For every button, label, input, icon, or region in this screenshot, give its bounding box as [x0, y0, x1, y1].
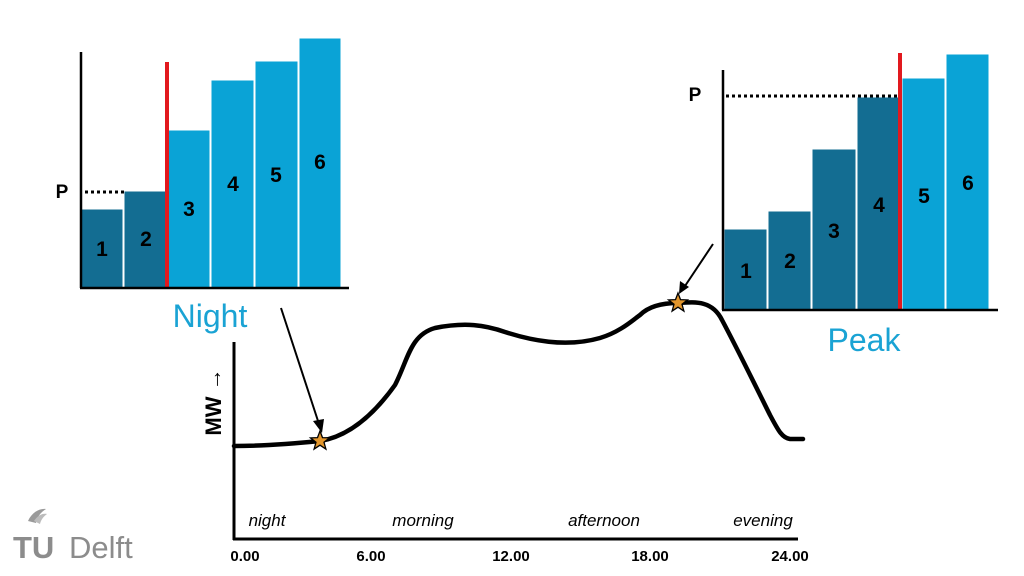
period-label-afternoon: afternoon	[568, 511, 640, 530]
night-bar-1	[79, 208, 124, 289]
x-tick-24: 24.00	[771, 548, 809, 565]
night-pointer-arrowhead	[313, 419, 324, 433]
night-bar-6	[298, 37, 342, 289]
peak-bar-label-3: 3	[828, 220, 840, 243]
night-marker-star	[308, 429, 332, 451]
night-bar-3	[167, 129, 211, 289]
peak-marker-star	[666, 291, 690, 313]
night-pointer-arrow	[280, 307, 320, 425]
night-bar-label-6: 6	[314, 151, 326, 174]
peak-price-label: P	[689, 85, 702, 106]
night-bar-4	[210, 79, 255, 289]
night-bar-2	[123, 190, 168, 289]
night-title: Night	[173, 298, 248, 334]
peak-bar-1	[723, 228, 768, 311]
period-label-morning: morning	[392, 511, 454, 530]
night-bar-label-1: 1	[96, 238, 108, 261]
peak-title: Peak	[828, 322, 902, 358]
x-tick-18: 18.00	[631, 548, 669, 565]
night-merit-order-panel: P 1 2 3 4 5 6 Night	[56, 37, 349, 334]
night-bar-label-4: 4	[227, 173, 239, 196]
x-tick-6: 6.00	[356, 548, 385, 565]
peak-pointer-arrow	[684, 243, 714, 287]
x-tick-12: 12.00	[492, 548, 530, 565]
peak-bar-label-5: 5	[918, 185, 930, 208]
peak-bar-label-6: 6	[962, 172, 974, 195]
peak-bar-label-2: 2	[784, 250, 796, 273]
night-price-label: P	[56, 182, 69, 203]
logo-flame-inner-icon	[34, 513, 47, 524]
tu-delft-logo: TU Delft	[13, 508, 133, 565]
peak-bar-6	[945, 53, 990, 311]
logo-tu-text: TU	[13, 530, 54, 565]
peak-pointer-arrowhead	[679, 281, 689, 294]
night-bar-label-2: 2	[140, 228, 152, 251]
peak-bar-label-4: 4	[873, 194, 885, 217]
logo-flame-icon	[28, 508, 46, 523]
load-curve-chart: MW → night morning afternoon evening 0.0…	[201, 243, 809, 565]
load-y-axis-label: MW →	[201, 368, 226, 435]
night-bar-label-5: 5	[270, 164, 282, 187]
period-label-night: night	[249, 511, 287, 530]
x-tick-0: 0.00	[230, 548, 259, 565]
peak-bar-label-1: 1	[740, 260, 752, 283]
peak-merit-order-panel: P 1 2 3 4 5 6 Peak	[689, 53, 998, 358]
period-label-evening: evening	[733, 511, 793, 530]
night-bar-label-3: 3	[183, 198, 195, 221]
night-bar-5	[254, 60, 299, 289]
logo-delft-text: Delft	[69, 530, 133, 565]
peak-bar-3	[811, 148, 857, 311]
peak-bar-2	[767, 210, 812, 311]
load-curve-line	[231, 300, 806, 449]
